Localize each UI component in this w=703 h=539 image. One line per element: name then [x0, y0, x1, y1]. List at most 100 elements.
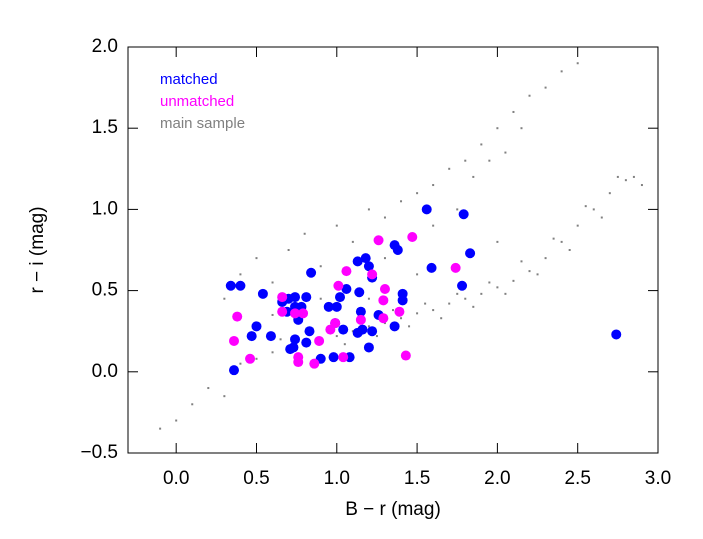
sample-point [271, 313, 274, 316]
data-point [357, 324, 368, 335]
sample-point [488, 281, 491, 284]
data-point [330, 318, 341, 329]
sample-point [159, 427, 162, 430]
legend-entry: matched [160, 71, 218, 88]
y-tick-label: 1.0 [92, 198, 118, 219]
sample-point [335, 224, 338, 227]
data-point [333, 280, 344, 291]
data-point [265, 331, 276, 342]
sample-point [536, 273, 539, 276]
sample-point [552, 237, 555, 240]
sample-point [416, 312, 419, 315]
sample-point [367, 208, 370, 211]
y-tick-label: 2.0 [92, 36, 118, 57]
data-point [378, 313, 389, 324]
data-point [367, 269, 378, 280]
sample-point [448, 167, 451, 170]
sample-point [512, 110, 515, 113]
sample-point [239, 362, 242, 365]
sample-point [335, 335, 338, 338]
sample-point [576, 62, 579, 65]
sample-point [464, 159, 467, 162]
sample-point [343, 343, 346, 346]
data-point [458, 209, 469, 220]
data-point [355, 314, 366, 325]
data-point [245, 353, 256, 364]
y-tick-label: 1.5 [92, 117, 118, 138]
sample-point [520, 260, 523, 263]
sample-point [271, 281, 274, 284]
x-tick-label: 1.5 [404, 468, 430, 489]
sample-point [175, 419, 178, 422]
sample-point [255, 257, 258, 260]
sample-point [592, 208, 595, 211]
sample-point [496, 127, 499, 130]
data-point [352, 256, 363, 267]
data-point [421, 204, 432, 215]
sample-point [504, 292, 507, 295]
x-axis-label: B − r (mag) [345, 499, 441, 520]
sample-point [416, 273, 419, 276]
sample-point [472, 175, 475, 178]
sample-point [351, 240, 354, 243]
x-tick-label: 2.0 [484, 468, 510, 489]
sample-point [392, 309, 394, 312]
sample-point [400, 317, 403, 320]
data-point [251, 321, 262, 332]
sample-point [223, 395, 226, 398]
sample-point [383, 257, 386, 260]
sample-point [424, 302, 427, 305]
data-point [309, 358, 320, 369]
data-point [290, 334, 301, 345]
sample-point [488, 159, 491, 162]
data-point [277, 306, 288, 317]
data-point [257, 288, 268, 299]
data-point [288, 342, 299, 353]
plot-frame [127, 46, 659, 454]
data-point [301, 292, 312, 303]
data-point [341, 266, 352, 277]
data-point [225, 280, 236, 291]
sample-point [432, 309, 435, 312]
data-point [360, 253, 371, 264]
x-tick-label: 1.0 [324, 468, 350, 489]
sample-point [319, 265, 322, 268]
x-tick-label: 3.0 [645, 468, 671, 489]
data-point [341, 283, 352, 294]
data-point [426, 262, 437, 273]
sample-point [568, 249, 571, 251]
y-tick-label: 0.0 [92, 361, 118, 382]
data-point [392, 245, 403, 255]
sample-point [504, 151, 507, 154]
sample-point [624, 179, 627, 182]
sample-point [632, 175, 635, 178]
data-point [355, 306, 366, 317]
x-tick-label: 0.0 [163, 468, 189, 489]
data-point [277, 292, 288, 303]
sample-point [432, 224, 435, 227]
data-point [298, 308, 309, 319]
data-point [306, 267, 317, 278]
sample-point [520, 127, 523, 130]
sample-point [432, 184, 435, 187]
sample-point [464, 297, 467, 300]
data-point [229, 365, 239, 376]
sample-point [560, 240, 563, 243]
data-point [400, 350, 411, 361]
data-point [407, 232, 418, 243]
data-point [290, 292, 301, 303]
sample-point [528, 270, 531, 273]
data-point [246, 331, 257, 342]
legend-entry: unmatched [160, 93, 234, 110]
data-point [323, 301, 334, 312]
sample-point [440, 317, 443, 320]
data-point [304, 326, 315, 337]
data-point [290, 308, 301, 319]
sample-point [544, 257, 547, 260]
sample-point [616, 175, 619, 178]
data-point [354, 287, 365, 298]
sample-point [512, 279, 515, 282]
data-point [301, 337, 312, 348]
y-tick-label: −0.5 [80, 442, 118, 463]
sample-point [528, 94, 531, 97]
